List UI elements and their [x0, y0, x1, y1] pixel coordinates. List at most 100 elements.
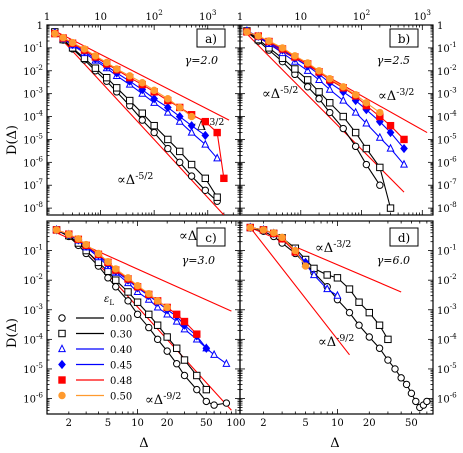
data-point — [333, 290, 342, 299]
y-tick-label: 10-2 — [437, 63, 457, 78]
x-tick-label-top: 10 — [94, 12, 107, 23]
y-tick-label: 10-4 — [23, 331, 43, 346]
y-tick-label: 10-8 — [437, 200, 457, 215]
data-point — [278, 233, 286, 242]
data-point — [362, 144, 371, 153]
series-line — [54, 33, 225, 179]
data-point — [124, 274, 132, 282]
legend-marker — [57, 344, 67, 353]
data-point — [126, 96, 134, 105]
data-point — [153, 297, 162, 305]
data-point — [339, 112, 347, 121]
data-point — [193, 371, 201, 380]
data-point — [246, 223, 254, 232]
panel-tag: b) — [398, 32, 410, 46]
series-line — [246, 30, 392, 209]
legend-entry-0.00: 0.00 — [58, 314, 132, 325]
data-point — [323, 271, 331, 279]
data-point — [291, 65, 299, 73]
series-line — [56, 229, 207, 349]
x-tick-label: 5 — [302, 418, 308, 429]
data-point — [193, 330, 201, 338]
data-point — [376, 163, 384, 172]
x-tick-label-top: 10 — [294, 12, 307, 23]
legend-header: εL — [104, 294, 114, 307]
data-point — [355, 321, 363, 329]
data-point — [104, 258, 112, 266]
legend-entry-0.30: 0.30 — [58, 329, 132, 341]
data-point — [150, 128, 158, 137]
series-0.50 — [52, 226, 171, 312]
data-point — [145, 289, 153, 298]
data-point — [407, 389, 416, 398]
y-ticks — [47, 220, 240, 415]
y-tick-label: 10-2 — [23, 272, 43, 287]
data-point — [386, 127, 395, 138]
y-tick-label: 10-3 — [23, 86, 43, 101]
legend-label: 0.50 — [110, 392, 132, 403]
data-point — [202, 397, 211, 406]
x-ticks — [239, 25, 423, 215]
data-point — [265, 37, 273, 45]
data-point — [351, 128, 360, 137]
data-point — [333, 274, 342, 282]
data-point — [102, 73, 111, 82]
panel-tag-box — [196, 28, 226, 48]
legend-entry-0.48: 0.48 — [58, 376, 132, 387]
data-point — [351, 91, 360, 99]
panel-frame — [239, 220, 434, 415]
data-point — [339, 83, 347, 91]
panel-3: 10-110-210-310-410-510-625102050100∝Δ-3/… — [23, 220, 245, 429]
data-point — [201, 117, 209, 126]
data-point — [339, 124, 347, 133]
data-point — [74, 235, 83, 243]
data-point — [315, 67, 323, 75]
data-point — [362, 99, 371, 107]
data-point — [270, 229, 278, 237]
data-point — [202, 343, 211, 353]
panel-tag: c) — [205, 231, 216, 245]
data-point — [391, 365, 399, 373]
series-0.30 — [243, 27, 395, 212]
series-line — [246, 31, 381, 186]
data-point — [326, 75, 334, 83]
data-point — [138, 109, 146, 117]
data-point — [351, 107, 360, 116]
data-point — [326, 108, 334, 117]
series-group — [52, 224, 231, 409]
data-point — [163, 347, 171, 355]
x-tick-label-top: 103 — [414, 8, 432, 23]
y-tick-label: 10-6 — [23, 154, 43, 169]
series-0.40 — [246, 222, 342, 299]
y-tick-label: 10-6 — [437, 391, 457, 406]
data-point — [376, 181, 384, 189]
data-point — [150, 121, 158, 130]
legend: εL 0.00 0.30 0.40 0.45 0.48 0.50 — [57, 294, 132, 403]
data-point — [187, 121, 196, 131]
data-point — [133, 282, 142, 290]
data-point — [153, 302, 162, 311]
data-point — [375, 321, 384, 329]
y-tick-label: 10-3 — [437, 302, 457, 317]
guide-label: ∝Δ-9/2 — [145, 391, 181, 408]
x-tick-label: 2 — [66, 418, 72, 429]
series-0.50 — [246, 223, 310, 270]
gamma-label: γ=2.0 — [185, 54, 218, 67]
data-point — [102, 58, 111, 67]
data-point — [315, 88, 323, 96]
panel-1: 1 10-1 10-2 10-3 10-4 10-5 10-6 10-7 10-8 1 10 102 1… — [23, 8, 241, 216]
legend-marker — [58, 329, 66, 338]
x-tick-label-top: 102 — [146, 8, 163, 23]
x-tick-label: 10 — [331, 418, 344, 429]
data-point — [176, 103, 184, 112]
data-point — [112, 276, 120, 284]
data-point — [59, 33, 67, 42]
guide-label: ∝Δ-5/2 — [117, 171, 153, 188]
data-point — [112, 265, 120, 273]
series-line — [250, 227, 338, 297]
data-point — [315, 74, 324, 83]
data-point — [303, 59, 312, 67]
data-point — [82, 240, 90, 249]
guide-label: ∝Δ-3/2 — [315, 239, 351, 256]
guide-label: ∝Δ-3/2 — [378, 87, 414, 104]
